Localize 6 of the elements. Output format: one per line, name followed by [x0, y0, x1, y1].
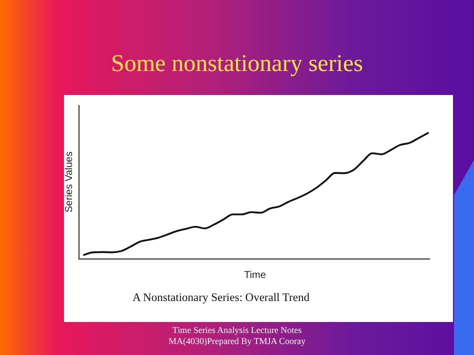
text: MA(4030)Prepared By TMJA Cooray	[168, 336, 306, 346]
text: A Nonstationary Series: Overall Trend	[132, 292, 310, 304]
y-axis-title: Series Values	[64, 152, 75, 212]
x-axis-title: Time	[244, 270, 266, 281]
text: Time Series Analysis Lecture Notes	[172, 325, 302, 335]
chart-title: Some nonstationary series	[111, 51, 363, 77]
